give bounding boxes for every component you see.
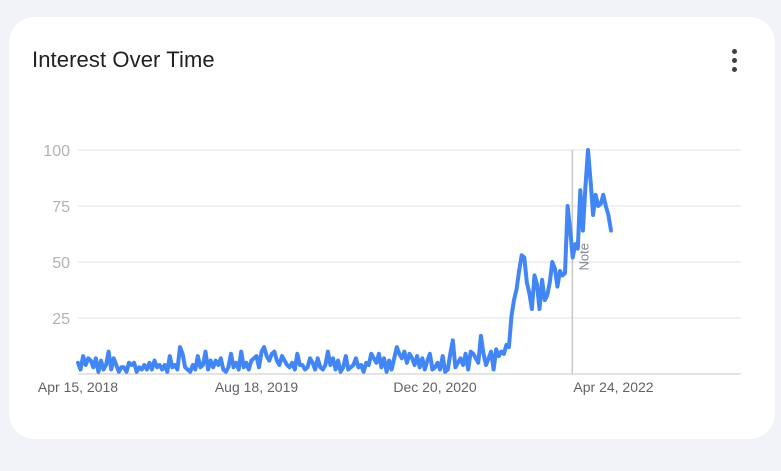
menu-dot [731, 48, 737, 54]
card-title: Interest Over Time [32, 47, 215, 72]
y-tick-label: 100 [43, 143, 70, 160]
menu-dot [731, 66, 737, 72]
x-tick-label: Apr 24, 2022 [573, 379, 653, 395]
annotation-label: Note [576, 243, 591, 270]
more-vert-icon[interactable] [721, 45, 747, 75]
y-tick-label: 25 [52, 311, 70, 328]
series-line [76, 148, 613, 374]
y-tick-label: 75 [52, 199, 70, 216]
y-tick-label: 50 [52, 255, 70, 272]
x-tick-label: Aug 18, 2019 [215, 379, 299, 395]
menu-dot [731, 57, 737, 63]
x-tick-label: Dec 20, 2020 [393, 379, 476, 395]
x-tick-label: Apr 15, 2018 [38, 379, 118, 395]
